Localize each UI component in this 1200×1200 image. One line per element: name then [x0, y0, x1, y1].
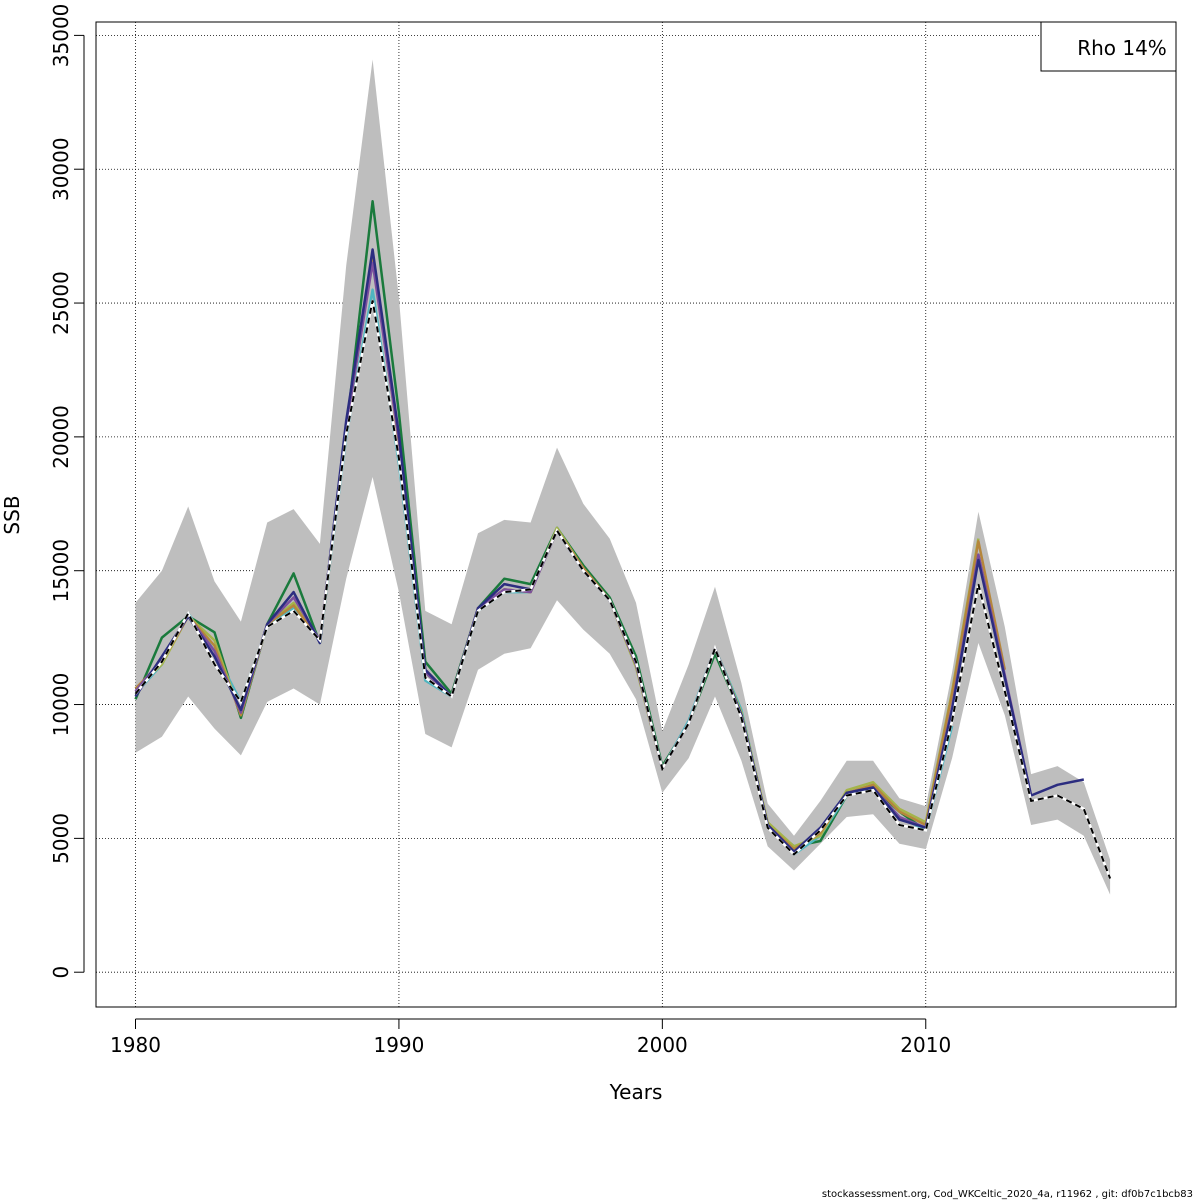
x-tick-label: 2010: [900, 1033, 951, 1057]
x-tick-label: 1980: [110, 1033, 161, 1057]
y-tick-label: 5000: [49, 813, 73, 864]
y-axis-title: SSB: [0, 495, 24, 534]
grid: [96, 22, 1176, 1007]
legend-text: Rho 14%: [1077, 36, 1167, 60]
plot-frame: [95, 21, 1177, 1008]
y-tick-label: 15000: [49, 539, 73, 603]
footer-caption: stockassessment.org, Cod_WKCeltic_2020_4…: [822, 1189, 1193, 1200]
x-tick-label: 2000: [637, 1033, 688, 1057]
confidence-band: [135, 59, 1111, 895]
y-tick-label: 35000: [49, 4, 73, 68]
y-tick-label: 10000: [49, 673, 73, 737]
y-tick-label: 25000: [49, 271, 73, 335]
series-layer: [134, 200, 1112, 879]
axes: 1980 1990 2000 2010 0 5000 10000 15000 20000 2500…: [49, 4, 951, 1057]
x-tick-label: 1990: [373, 1033, 424, 1057]
x-axis-title: Years: [609, 1080, 663, 1104]
legend: Rho 14%: [1040, 21, 1177, 72]
series-line-0: [134, 300, 1112, 879]
y-tick-label: 30000: [49, 137, 73, 201]
y-tick-label: 0: [49, 966, 73, 979]
y-tick-label: 20000: [49, 405, 73, 469]
legend-box: [1040, 21, 1177, 72]
